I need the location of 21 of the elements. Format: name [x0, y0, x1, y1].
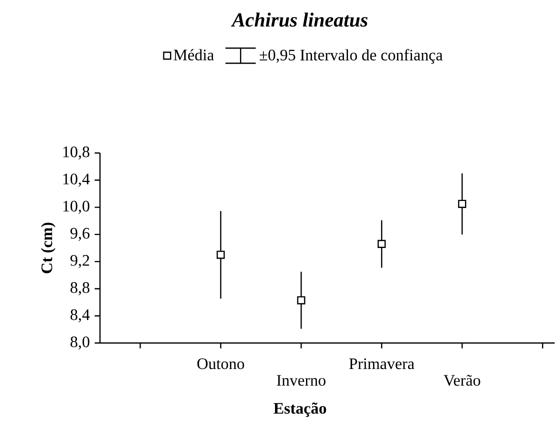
- x-tick-label: Primavera: [349, 358, 414, 370]
- text: ±0,95 Intervalo de confiança: [260, 49, 443, 64]
- y-axis-title: Ct (cm): [40, 222, 56, 274]
- x-tick-label: Outono: [197, 358, 244, 370]
- x-tick-label: Inverno: [276, 375, 326, 386]
- y-tick-label: 10,4: [63, 174, 90, 187]
- y-tick-label: 9,2: [70, 255, 90, 268]
- point: [458, 200, 466, 208]
- y-tick-label: 8,4: [70, 309, 90, 322]
- y-tick-label: 10,0: [63, 200, 90, 214]
- y-tick-label: 9,6: [70, 228, 90, 241]
- y-tick-label: 8,0: [70, 336, 90, 350]
- point: [297, 296, 306, 304]
- x-axis-title: Estação: [274, 402, 326, 417]
- y-tick-label: 10,8: [63, 146, 90, 160]
- x-tick-label: Verão: [444, 374, 480, 386]
- chart-title: Achirus lineatus: [230, 12, 368, 27]
- legend-label: Média: [174, 49, 214, 60]
- point: [216, 250, 225, 259]
- y-tick-label: 8,8: [70, 282, 90, 296]
- point: [378, 240, 386, 248]
